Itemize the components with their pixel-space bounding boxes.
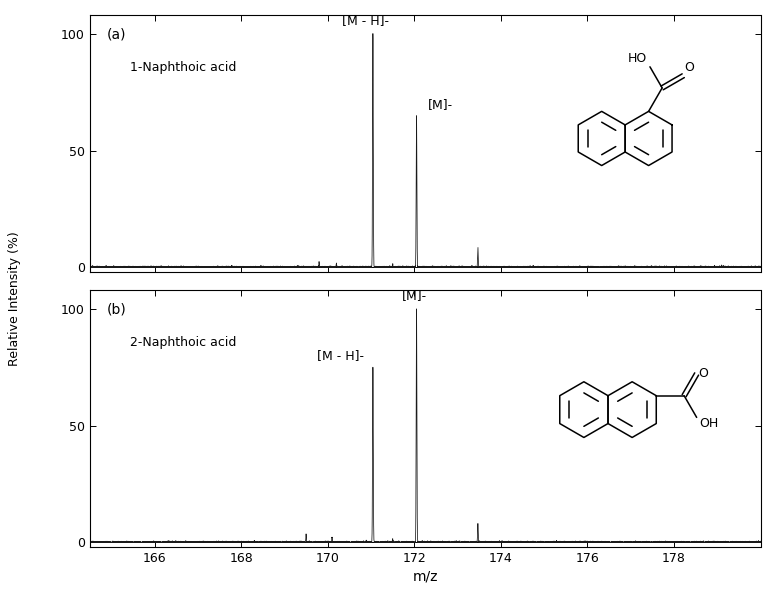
Text: O: O [685, 60, 694, 74]
X-axis label: m/z: m/z [413, 569, 438, 583]
Text: [M]-: [M]- [402, 289, 427, 302]
Text: [M - H]-: [M - H]- [342, 14, 388, 27]
Text: (a): (a) [106, 28, 126, 42]
Text: (b): (b) [106, 303, 126, 317]
Text: 2-Naphthoic acid: 2-Naphthoic acid [130, 336, 236, 349]
Text: HO: HO [628, 53, 647, 65]
Text: [M - H]-: [M - H]- [317, 349, 364, 362]
Text: Relative Intensity (%): Relative Intensity (%) [8, 231, 20, 367]
Text: 1-Naphthoic acid: 1-Naphthoic acid [130, 61, 236, 74]
Text: O: O [698, 368, 708, 380]
Text: [M]-: [M]- [427, 98, 453, 111]
Text: OH: OH [700, 417, 718, 431]
